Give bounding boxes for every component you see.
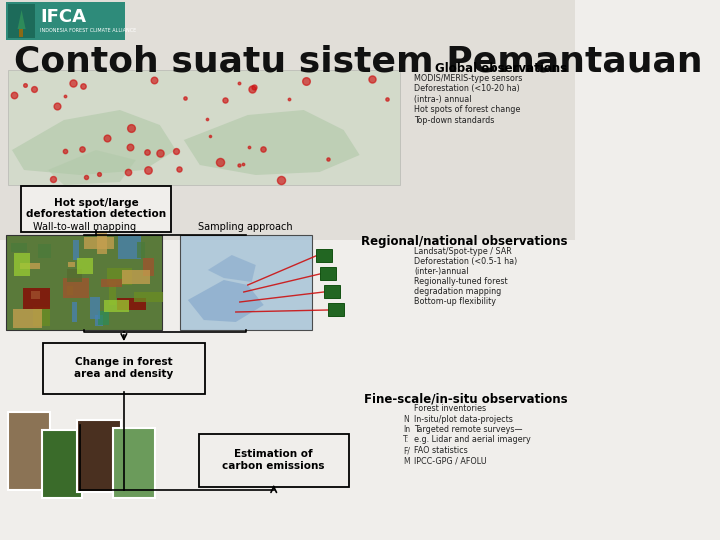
Bar — [67, 269, 82, 282]
Text: degradation mapping: degradation mapping — [414, 287, 501, 296]
Bar — [33, 307, 50, 326]
Bar — [63, 278, 89, 298]
Bar — [42, 430, 81, 498]
Bar — [118, 237, 141, 259]
Text: M: M — [402, 456, 410, 465]
Text: FAO statistics: FAO statistics — [414, 446, 468, 455]
Text: Hot spot/large
deforestation detection: Hot spot/large deforestation detection — [26, 198, 166, 219]
Bar — [90, 297, 100, 319]
Bar — [143, 258, 154, 276]
Text: Bottom-up flexibility: Bottom-up flexibility — [414, 297, 496, 306]
Bar — [324, 285, 340, 298]
Bar — [38, 244, 50, 258]
Text: T:: T: — [402, 435, 409, 444]
Bar — [117, 299, 146, 310]
Text: Forest inventories: Forest inventories — [414, 404, 486, 413]
Bar — [107, 268, 132, 285]
Text: In: In — [402, 425, 410, 434]
Polygon shape — [48, 150, 136, 185]
Text: Estimation of
carbon emissions: Estimation of carbon emissions — [222, 449, 325, 471]
Text: e.g. Lidar and aerial imagery: e.g. Lidar and aerial imagery — [414, 435, 531, 444]
Bar — [77, 258, 93, 274]
Text: IFCA: IFCA — [40, 8, 86, 26]
Text: Regionally-tuned forest: Regionally-tuned forest — [414, 277, 508, 286]
Bar — [114, 428, 155, 498]
Text: Change in forest
area and density: Change in forest area and density — [74, 357, 174, 379]
Text: Top-down standards: Top-down standards — [414, 116, 495, 125]
Polygon shape — [12, 110, 176, 175]
Text: Wall-to-wall mapping: Wall-to-wall mapping — [32, 222, 136, 232]
Polygon shape — [188, 280, 264, 322]
Bar — [13, 309, 42, 327]
Bar — [0, 0, 575, 160]
Bar — [320, 267, 336, 280]
Bar — [73, 240, 79, 260]
Bar — [14, 253, 30, 276]
Bar — [19, 29, 23, 37]
Text: In-situ/plot data-projects: In-situ/plot data-projects — [414, 415, 513, 423]
Bar — [101, 279, 122, 287]
Bar — [77, 420, 121, 492]
Text: Hot spots of forest change: Hot spots of forest change — [414, 105, 521, 114]
Text: Sampling approach: Sampling approach — [199, 222, 293, 232]
Bar — [6, 2, 125, 40]
Bar — [84, 238, 114, 249]
Bar — [8, 4, 35, 38]
FancyBboxPatch shape — [21, 186, 171, 232]
Bar — [72, 301, 77, 322]
Text: N: N — [402, 415, 408, 423]
Bar — [104, 300, 129, 312]
Bar — [315, 249, 332, 262]
Polygon shape — [184, 110, 360, 175]
Bar — [68, 262, 75, 267]
Bar — [22, 288, 50, 309]
Text: MODIS/MERIS-type sensors: MODIS/MERIS-type sensors — [414, 74, 523, 83]
Bar — [67, 286, 73, 295]
Bar — [98, 310, 109, 325]
Text: Deforestation (<10-20 ha): Deforestation (<10-20 ha) — [414, 84, 520, 93]
Text: Global observations: Global observations — [436, 62, 567, 75]
FancyBboxPatch shape — [42, 342, 205, 394]
Text: IPCC-GPG / AFOLU: IPCC-GPG / AFOLU — [414, 456, 487, 465]
Bar — [122, 271, 150, 284]
Bar — [12, 243, 27, 252]
Polygon shape — [208, 255, 256, 282]
Bar — [97, 230, 107, 254]
Bar — [134, 292, 163, 302]
Bar — [6, 235, 162, 330]
Text: (inter-)annual: (inter-)annual — [414, 267, 469, 276]
Bar — [96, 315, 103, 326]
Bar — [19, 263, 40, 269]
Bar — [137, 242, 145, 258]
Bar — [328, 303, 343, 316]
Text: F/: F/ — [402, 446, 410, 455]
Bar — [0, 160, 575, 240]
Text: INDONESIA FOREST CLIMATE ALLIANCE: INDONESIA FOREST CLIMATE ALLIANCE — [40, 28, 136, 32]
Text: Targeted remote surveys—: Targeted remote surveys— — [414, 425, 523, 434]
Bar — [8, 70, 400, 185]
Text: Regional/national observations: Regional/national observations — [361, 235, 567, 248]
Text: Landsat/Spot-type / SAR: Landsat/Spot-type / SAR — [414, 247, 512, 256]
Text: (intra-) annual: (intra-) annual — [414, 95, 472, 104]
Bar — [109, 281, 116, 305]
Polygon shape — [17, 10, 26, 29]
Text: Deforestation (<0.5-1 ha): Deforestation (<0.5-1 ha) — [414, 257, 517, 266]
Bar — [180, 235, 312, 330]
Bar — [30, 291, 40, 299]
FancyBboxPatch shape — [199, 434, 349, 487]
Text: Fine-scale/in-situ observations: Fine-scale/in-situ observations — [364, 392, 567, 405]
Bar — [8, 412, 50, 490]
Text: Contoh suatu sistem Pemantauan: Contoh suatu sistem Pemantauan — [14, 44, 703, 78]
